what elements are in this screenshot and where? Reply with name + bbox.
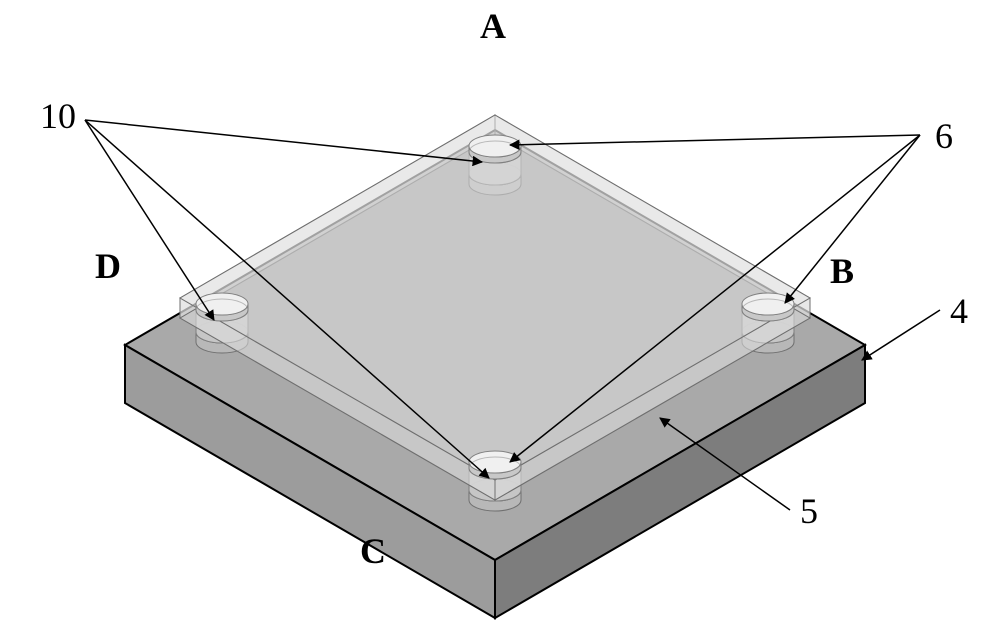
corner-label-a: A bbox=[480, 5, 506, 47]
callout-10: 10 bbox=[40, 95, 76, 137]
callout-4: 4 bbox=[950, 290, 968, 332]
callout-6: 6 bbox=[935, 115, 953, 157]
callout-5: 5 bbox=[800, 490, 818, 532]
corner-label-b: B bbox=[830, 250, 854, 292]
corner-label-d: D bbox=[95, 245, 121, 287]
corner-label-c: C bbox=[360, 530, 386, 572]
